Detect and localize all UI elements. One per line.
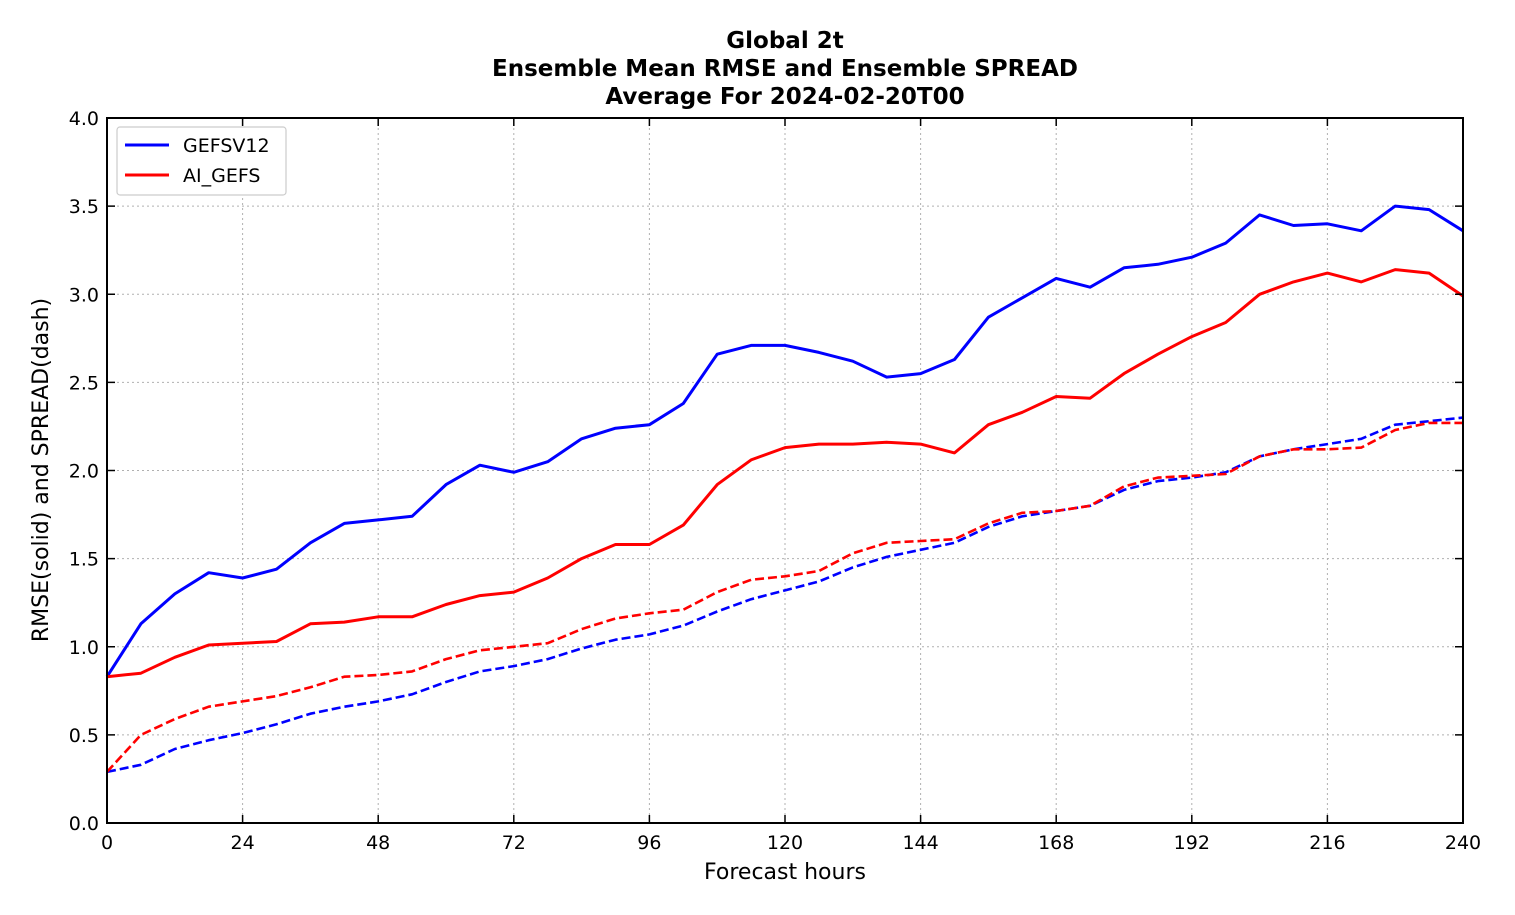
legend: GEFSV12 AI_GEFS: [116, 126, 287, 196]
y-tick-label: 2.5: [69, 372, 99, 394]
x-tick-label: 192: [1174, 832, 1210, 854]
y-tick-label: 1.0: [69, 637, 99, 659]
spread-line-ai-gefs: [106, 421, 1463, 773]
x-tick-label: 144: [902, 832, 938, 854]
legend-label-ai-gefs: AI_GEFS: [183, 165, 260, 187]
x-tick-label: 120: [767, 832, 803, 854]
axis-ticks: 0 24 48 72 96 120 144 168 192 216 240 0.0 0.5 1.0 1.5 2…: [69, 108, 1481, 854]
x-tick-label: 24: [231, 832, 255, 854]
rmse-line-gefsv12: [105, 204, 1464, 678]
x-axis-label: Forecast hours: [704, 860, 866, 885]
y-tick-label: 4.0: [69, 108, 99, 130]
x-tick-label: 72: [502, 832, 526, 854]
series-lines: [105, 204, 1464, 774]
x-tick-label: 96: [637, 832, 661, 854]
x-tick-label: 216: [1309, 832, 1345, 854]
x-tick-label: 168: [1038, 832, 1074, 854]
y-tick-label: 0.0: [69, 813, 99, 835]
chart-title-line-1: Global 2t: [726, 28, 844, 54]
x-tick-label: 240: [1445, 832, 1481, 854]
grid-lines: [106, 117, 1464, 824]
x-tick-label: 0: [101, 832, 113, 854]
y-tick-label: 3.0: [69, 284, 99, 306]
x-tick-label: 48: [366, 832, 390, 854]
y-tick-label: 3.5: [69, 196, 99, 218]
y-tick-label: 2.0: [69, 461, 99, 483]
rmse-line-ai-gefs: [106, 268, 1464, 679]
y-axis-label: RMSE(solid) and SPREAD(dash): [29, 298, 54, 642]
chart-title-line-2: Ensemble Mean RMSE and Ensemble SPREAD: [492, 56, 1078, 82]
y-tick-label: 0.5: [69, 725, 99, 747]
y-tick-label: 1.5: [69, 549, 99, 571]
chart-title-line-3: Average For 2024-02-20T00: [605, 84, 965, 110]
legend-label-gefsv12: GEFSV12: [183, 135, 270, 157]
